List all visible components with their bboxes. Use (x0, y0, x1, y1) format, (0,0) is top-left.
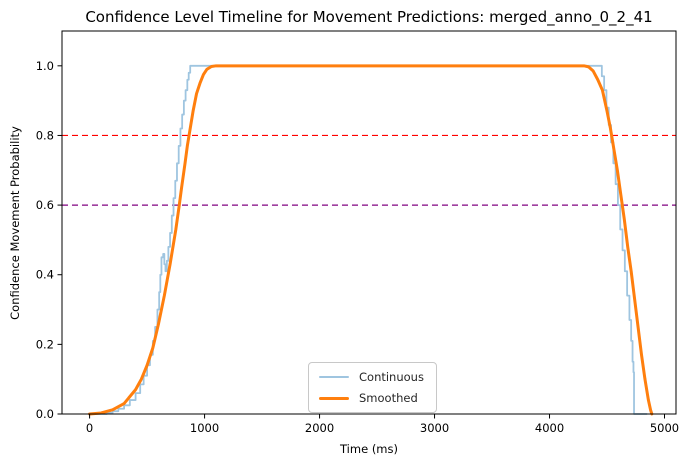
x-tick-label: 1000 (190, 421, 219, 435)
y-tick-label: 0.0 (36, 407, 54, 421)
x-tick-label: 3000 (420, 421, 449, 435)
legend-label-continuous: Continuous (359, 370, 424, 384)
legend: Continuous Smoothed (308, 362, 437, 413)
series-smoothed-line (88, 64, 654, 416)
x-tick-label: 4000 (535, 421, 564, 435)
legend-item-smoothed: Smoothed (319, 391, 424, 405)
chart-title: Confidence Level Timeline for Movement P… (85, 8, 653, 26)
y-tick-label: 0.6 (36, 198, 54, 212)
y-tick-label: 0.4 (36, 268, 54, 282)
legend-item-continuous: Continuous (319, 370, 424, 384)
y-tick-label: 0.8 (36, 128, 54, 142)
series-continuous-line (88, 64, 648, 415)
y-tick-label: 1.0 (36, 59, 54, 73)
x-tick-label: 2000 (305, 421, 334, 435)
continuous-line-swatch (319, 376, 349, 378)
legend-label-smoothed: Smoothed (359, 391, 418, 405)
plot-spines (61, 30, 677, 415)
smoothed-line-swatch (319, 396, 349, 400)
y-tick-label: 0.2 (36, 337, 54, 351)
y-axis-label: Confidence Movement Probability (8, 126, 22, 320)
x-axis-label: Time (ms) (340, 442, 398, 456)
x-tick-label: 0 (86, 421, 93, 435)
x-tick-label: 5000 (650, 421, 679, 435)
